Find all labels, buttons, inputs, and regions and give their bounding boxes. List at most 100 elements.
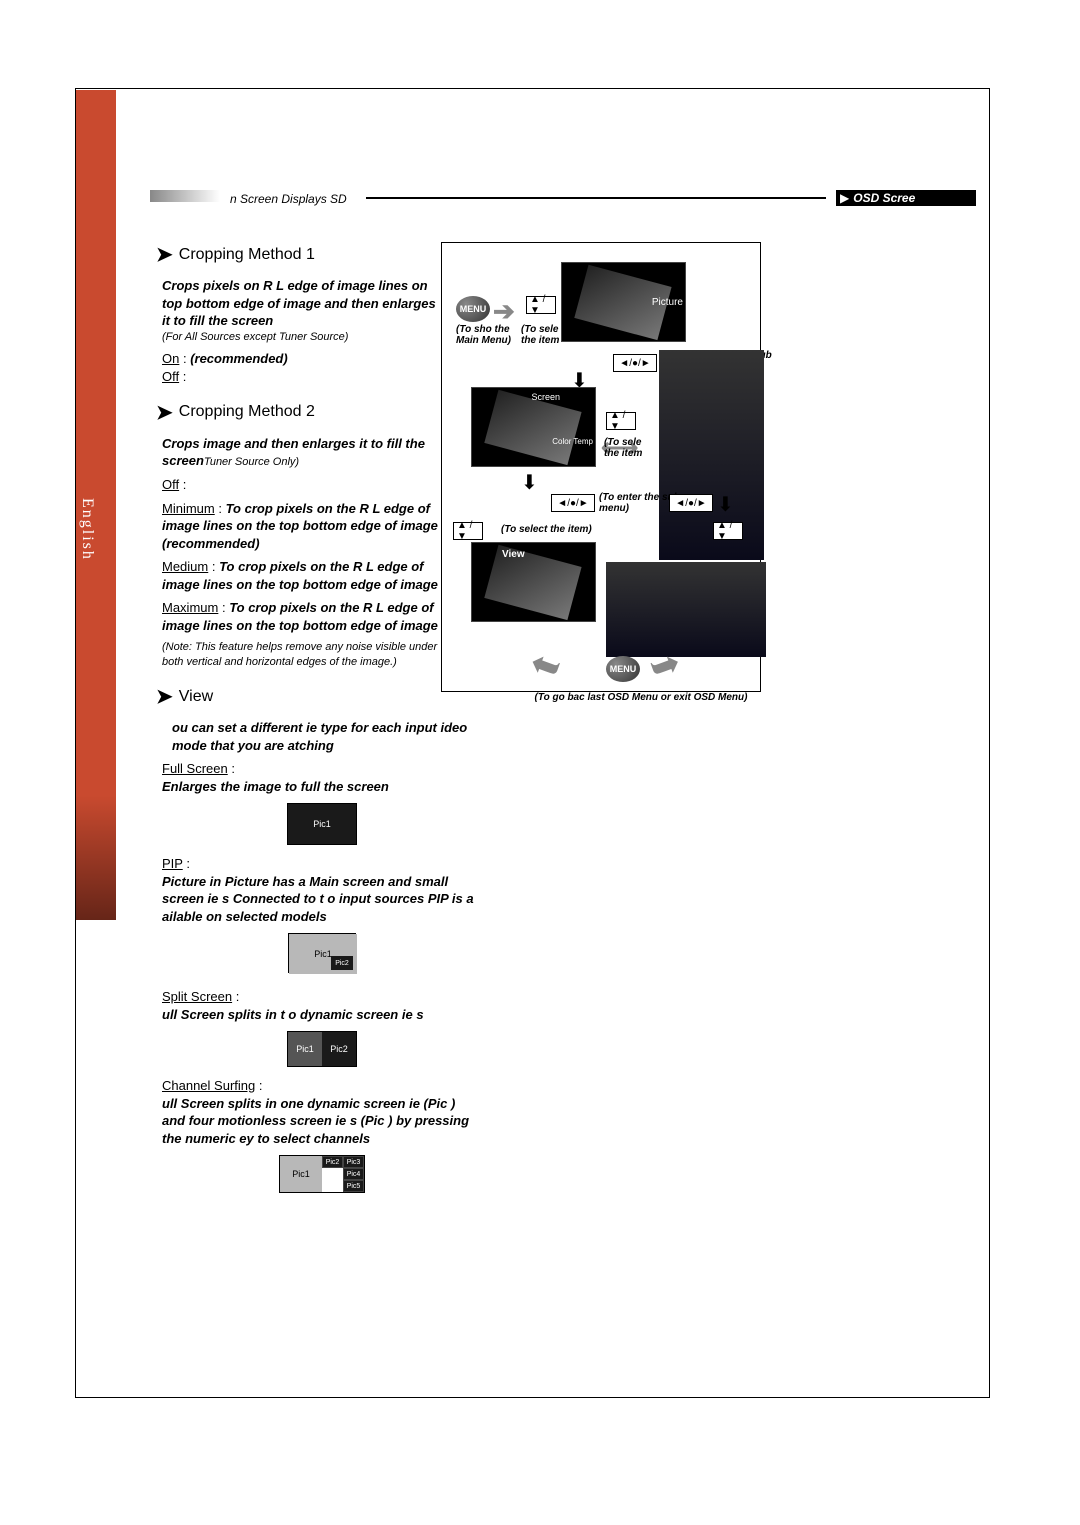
s3-surf-desc: ull Screen splits in one dynamic screen … [162,1095,482,1148]
s3-surf-label: Channel Surfing [162,1078,255,1093]
section1-body: Crops pixels on R L edge of image lines … [162,277,446,386]
cube-picture-label: Picture [652,297,683,308]
s3-split-desc: ull Screen splits in t o dynamic screen … [162,1006,482,1024]
thumb-surf: Pic1 Pic2 Pic3 Pic4 Pic5 [162,1155,482,1193]
nav-vert-button-3: ▲ / ▼ [453,522,483,540]
section3-header: ➤ View [156,684,446,709]
s2-off-label: Off [162,477,179,492]
section3-title: View [179,688,213,706]
thumb-pip-box: Pic1 Pic2 [288,933,356,973]
thumb-surf-pic1: Pic1 [280,1156,322,1192]
section1-title: Cropping Method 1 [179,246,315,264]
thumb-pic1: Pic1 [288,804,356,844]
page-header: n Screen Displays SD ▶ OSD Scree [150,190,980,220]
language-label: English [78,498,96,561]
chevron-icon: ➤ [156,684,173,709]
s1-off-label: Off [162,369,179,384]
s2-footnote: (Note: This feature helps remove any noi… [162,640,446,670]
s2-max-label: Maximum [162,600,218,615]
left-column: ➤ Cropping Method 1 Crops pixels on R L … [156,242,446,1193]
s3-surf-row: Channel Surfing : [162,1077,482,1095]
section2-title: Cropping Method 2 [179,403,315,421]
s2-med-label: Medium [162,559,208,574]
arrow-down-icon: ⬇ [717,492,734,517]
thumb-full-box: Pic1 [287,803,357,845]
s2-note: Tuner Source Only) [204,456,299,468]
nav-vert-button-2: ▲ / ▼ [606,412,636,430]
cap-show: (To sho the Main Menu) [456,324,516,346]
s3-full-desc: Enlarges the image to full the screen [162,778,482,796]
cap-sel: (To sele the item [521,324,571,346]
thumb-surf-pic5: Pic5 [343,1180,364,1192]
header-left-text: n Screen Displays SD [230,192,347,206]
s2-off-row: Off : [162,476,446,494]
nav-horiz-button-2: ◄/●/► [551,494,595,512]
thumb-split-pic2: Pic2 [322,1032,356,1066]
s3-desc: ou can set a different ie type for each … [162,719,482,754]
arrow-right-icon: ➔ [493,296,515,327]
s1-desc: Crops pixels on R L edge of image lines … [162,277,446,330]
cap-exit: (To go bac last OSD Menu or exit OSD Men… [511,692,771,703]
thumb-pip: Pic1 Pic2 [162,933,482,978]
cube-graphic-icon [485,544,582,619]
section2-header: ➤ Cropping Method 2 [156,400,446,425]
thumb-pip-pic2: Pic2 [331,956,353,970]
s2-max-row: Maximum : To crop pixels on the R L edge… [162,599,446,634]
arrow-down-icon: ⬇ [521,470,538,495]
nav-horiz-button: ◄/●/► [613,354,657,372]
chevron-icon: ➤ [156,400,173,425]
cube-view: View [471,542,596,622]
s3-split-row: Split Screen : [162,988,482,1006]
section2-body: Crops image and then enlarges it to fill… [162,435,446,670]
header-divider [366,197,826,199]
dark-panel-2 [606,562,766,657]
s1-on-row: On : (recommended) [162,350,446,368]
thumb-full: Pic1 [162,803,482,845]
cube-picture: Picture [561,262,686,342]
cap-selitem: (To select the item) [501,524,611,535]
s3-full-label: Full Screen [162,761,228,776]
s3-full-row: Full Screen : [162,760,482,778]
s3-pip-desc: Picture in Picture has a Main screen and… [162,873,482,926]
thumb-split-box: Pic1 Pic2 [287,1031,357,1067]
chevron-right-icon: ▶ [840,191,849,205]
header-right-text: OSD Scree [849,191,915,205]
content-region: ➤ Cropping Method 1 Crops pixels on R L … [156,242,976,1203]
s2-min-row: Minimum : To crop pixels on the R L edge… [162,500,446,553]
thumb-surf-pic4: Pic4 [343,1168,364,1180]
s3-pip-label: PIP [162,856,183,871]
nav-horiz-button-3: ◄/●/► [669,494,713,512]
thumb-surf-pic3: Pic3 [343,1156,364,1168]
s1-on-rec: (recommended) [190,351,288,366]
flow-diagram: Picture MENU ➔ ▲ / ▼ (To sho the Main Me… [461,242,891,722]
s3-pip-row: PIP : [162,855,482,873]
thumb-surf-box: Pic1 Pic2 Pic3 Pic4 Pic5 [279,1155,365,1193]
chevron-icon: ➤ [156,242,173,267]
s1-off-row: Off : [162,368,446,386]
thumb-split-pic1: Pic1 [288,1032,322,1066]
header-gradient [150,190,220,202]
section3-body: ou can set a different ie type for each … [162,719,482,1193]
menu-button-icon-2: MENU [606,656,640,682]
cube-screen-label: Screen [531,392,560,402]
s1-note: (For All Sources except Tuner Source) [162,330,446,345]
dark-panel-1 [659,350,764,560]
section1-header: ➤ Cropping Method 1 [156,242,446,267]
s2-desc-wrap: Crops image and then enlarges it to fill… [162,435,446,470]
thumb-surf-side: Pic2 Pic3 Pic4 Pic5 [322,1156,364,1192]
header-right-box: ▶ OSD Scree [836,190,976,206]
cube-ct-label: Color Temp [552,437,593,446]
cap-sel2: (To sele the item [604,437,654,459]
s1-on-label: On [162,351,179,366]
s2-med-row: Medium : To crop pixels on the R L edge … [162,558,446,593]
thumb-surf-toprow: Pic2 Pic3 [322,1156,364,1168]
s2-min-label: Minimum [162,501,215,516]
cube-view-label: View [502,549,525,560]
s3-split-label: Split Screen [162,989,232,1004]
menu-button-icon: MENU [456,296,490,322]
nav-vert-button-4: ▲ / ▼ [713,522,743,540]
thumb-split: Pic1 Pic2 [162,1031,482,1067]
nav-vert-button: ▲ / ▼ [526,296,556,314]
cube-screen: Screen Color Temp [471,387,596,467]
thumb-surf-pic2: Pic2 [322,1156,343,1168]
